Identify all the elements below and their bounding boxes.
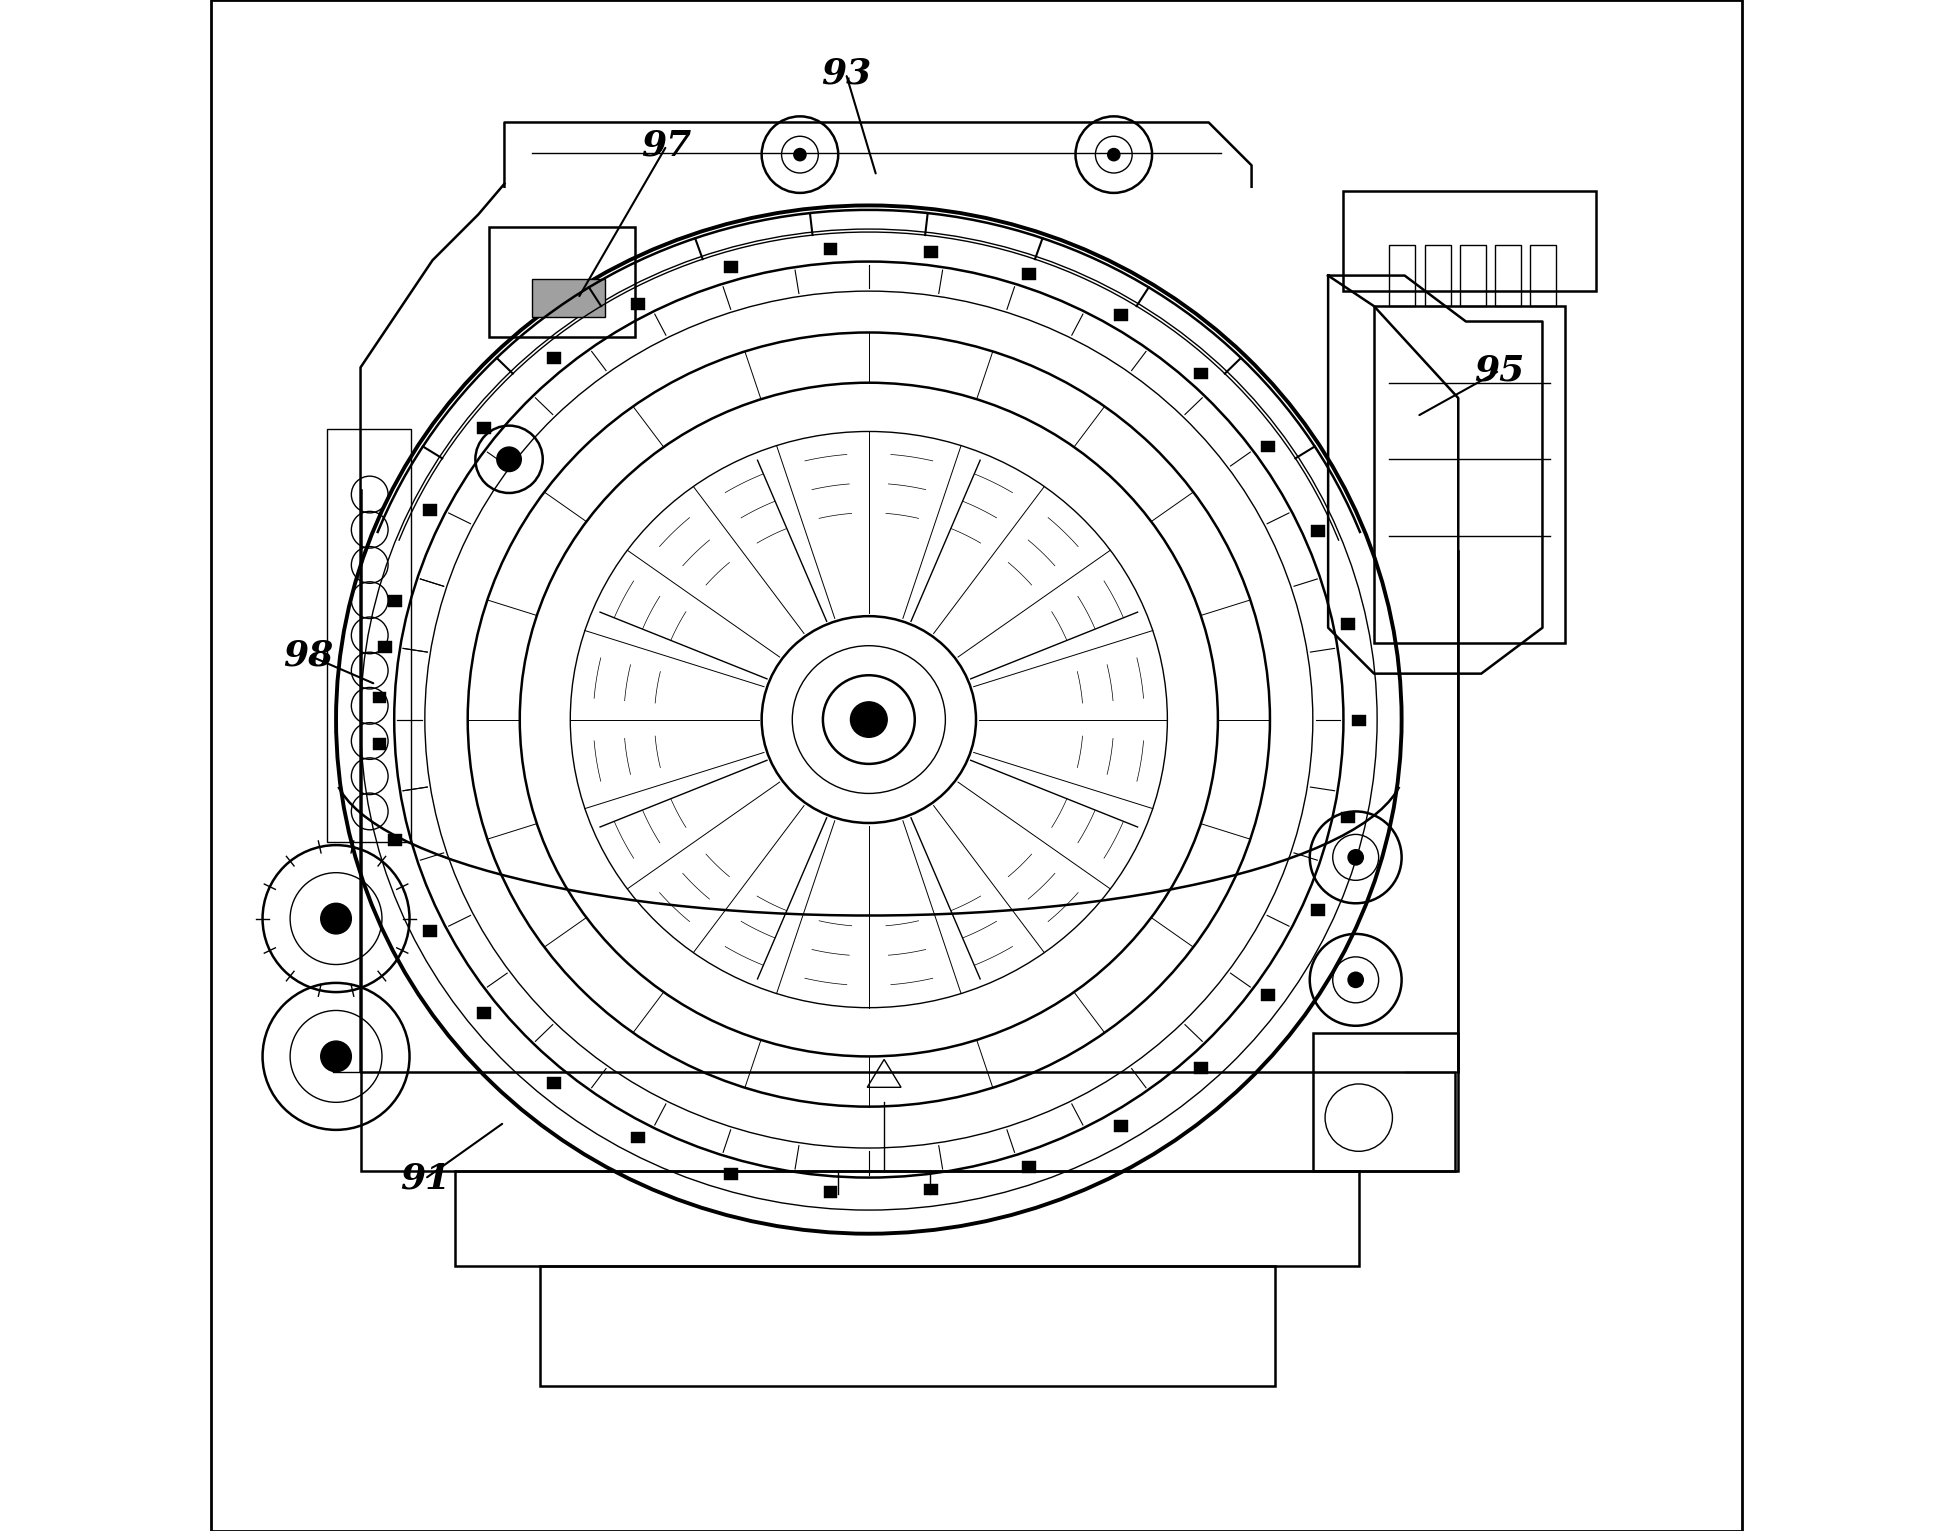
Bar	[1314, 1033, 1458, 1171]
Bar	[824, 243, 837, 256]
Text: 97: 97	[642, 129, 691, 162]
Bar	[388, 596, 402, 608]
Bar	[824, 1187, 837, 1197]
Bar	[361, 1072, 1454, 1171]
Bar	[547, 352, 562, 364]
Bar	[630, 1131, 644, 1144]
Bar	[1195, 1063, 1208, 1073]
Circle shape	[498, 447, 521, 472]
Bar	[490, 227, 634, 337]
Bar	[1023, 1162, 1037, 1173]
Bar	[539, 1266, 1275, 1386]
Bar	[1374, 306, 1566, 643]
Bar	[1390, 245, 1415, 306]
Bar	[373, 692, 386, 703]
Bar	[1425, 245, 1450, 306]
Circle shape	[1349, 972, 1362, 987]
Bar	[1312, 525, 1325, 537]
Bar	[476, 1007, 492, 1020]
Bar	[1261, 441, 1275, 452]
Bar	[724, 1168, 738, 1180]
Bar	[424, 925, 437, 937]
Circle shape	[1107, 149, 1120, 161]
Circle shape	[794, 149, 806, 161]
Text: 95: 95	[1474, 354, 1525, 387]
Bar	[373, 738, 386, 750]
Bar	[925, 246, 939, 257]
Circle shape	[320, 903, 351, 934]
Bar	[424, 504, 437, 516]
Bar	[533, 279, 605, 317]
Text: 98: 98	[283, 638, 334, 672]
Bar	[1115, 1121, 1128, 1131]
Bar	[1312, 905, 1325, 916]
Bar	[630, 299, 644, 309]
Bar	[925, 1183, 939, 1196]
Bar	[1353, 715, 1366, 726]
Bar	[724, 260, 738, 273]
Bar	[547, 1078, 562, 1089]
Bar	[326, 429, 412, 842]
Bar	[1115, 309, 1128, 322]
Bar	[1530, 245, 1556, 306]
Bar	[1460, 245, 1485, 306]
Bar	[455, 1171, 1359, 1266]
Circle shape	[320, 1041, 351, 1072]
Bar	[1495, 245, 1521, 306]
Bar	[1195, 367, 1208, 380]
Bar	[1341, 619, 1355, 629]
Bar	[476, 423, 492, 433]
Bar	[1343, 191, 1597, 291]
Bar	[1341, 811, 1355, 824]
Text: 93: 93	[820, 57, 871, 90]
Bar	[1261, 989, 1275, 1001]
Bar	[379, 641, 392, 652]
Bar	[1023, 268, 1037, 280]
Circle shape	[1349, 850, 1362, 865]
Ellipse shape	[851, 701, 888, 738]
Bar	[388, 834, 402, 845]
Text: 91: 91	[400, 1162, 451, 1196]
